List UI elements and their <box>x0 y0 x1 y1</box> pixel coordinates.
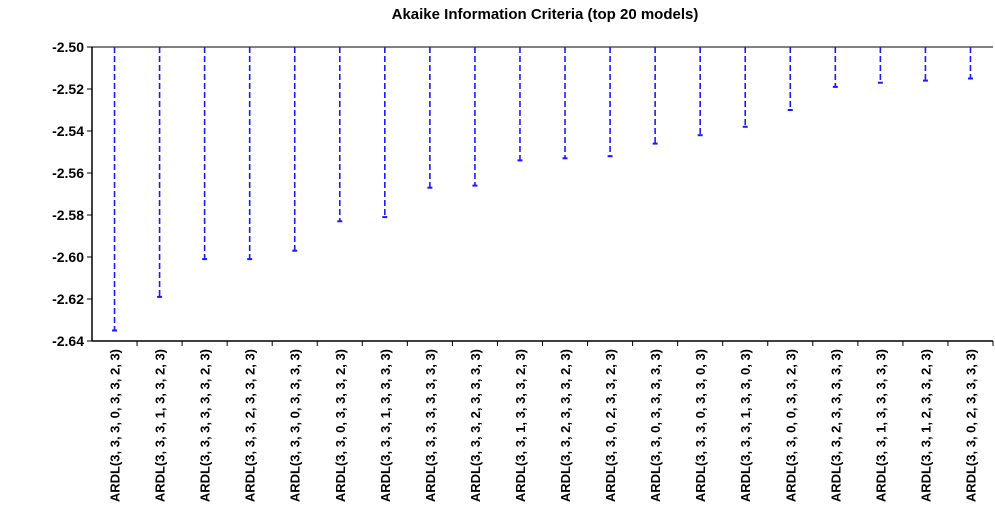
x-tick-label: ARDL(3, 3, 2, 3, 3, 3, 3, 3) <box>828 349 843 502</box>
x-tick-label: ARDL(3, 3, 0, 2, 3, 3, 2, 3) <box>603 349 618 502</box>
x-tick-label: ARDL(3, 3, 0, 2, 3, 3, 3, 3) <box>963 349 978 502</box>
y-tick-label: -2.60 <box>52 249 84 265</box>
chart-title: Akaike Information Criteria (top 20 mode… <box>391 6 699 23</box>
x-tick-label: ARDL(3, 3, 0, 3, 3, 3, 3, 3) <box>648 349 663 502</box>
x-tick-label: ARDL(3, 3, 0, 0, 3, 3, 2, 3) <box>783 349 798 502</box>
x-tick-label: ARDL(3, 3, 3, 3, 3, 3, 3, 3) <box>423 349 438 502</box>
x-tick-label: ARDL(3, 3, 1, 3, 3, 3, 3, 3) <box>873 349 888 502</box>
x-tick-label: ARDL(3, 3, 0, 3, 3, 3, 2, 3) <box>333 349 348 502</box>
x-tick-label: ARDL(3, 3, 3, 0, 3, 3, 0, 3) <box>693 349 708 502</box>
y-tick-label: -2.54 <box>52 123 84 139</box>
y-tick-label: -2.62 <box>52 291 84 307</box>
x-tick-label: ARDL(3, 3, 3, 2, 3, 3, 2, 3) <box>243 349 258 502</box>
x-tick-label: ARDL(3, 3, 1, 3, 3, 3, 2, 3) <box>513 349 528 502</box>
x-tick-label: ARDL(3, 3, 2, 3, 3, 3, 2, 3) <box>558 349 573 502</box>
y-tick-label: -2.58 <box>52 207 84 223</box>
y-tick-label: -2.52 <box>52 81 84 97</box>
x-tick-label: ARDL(3, 3, 3, 1, 3, 3, 2, 3) <box>153 349 168 502</box>
x-tick-label: ARDL(3, 3, 3, 2, 3, 3, 3, 3) <box>468 349 483 502</box>
x-tick-label: ARDL(3, 3, 3, 0, 3, 3, 3, 3) <box>288 349 303 502</box>
x-tick-label: ARDL(3, 3, 3, 1, 3, 3, 0, 3) <box>738 349 753 502</box>
x-tick-label: ARDL(3, 3, 3, 3, 3, 3, 2, 3) <box>198 349 213 502</box>
y-tick-label: -2.64 <box>52 333 84 349</box>
y-tick-label: -2.56 <box>52 165 84 181</box>
x-tick-label: ARDL(3, 3, 1, 2, 3, 3, 2, 3) <box>918 349 933 502</box>
x-tick-label: ARDL(3, 3, 3, 0, 3, 3, 2, 3) <box>108 349 123 502</box>
x-tick-label: ARDL(3, 3, 3, 1, 3, 3, 3, 3) <box>378 349 393 502</box>
y-tick-label: -2.50 <box>52 39 84 55</box>
